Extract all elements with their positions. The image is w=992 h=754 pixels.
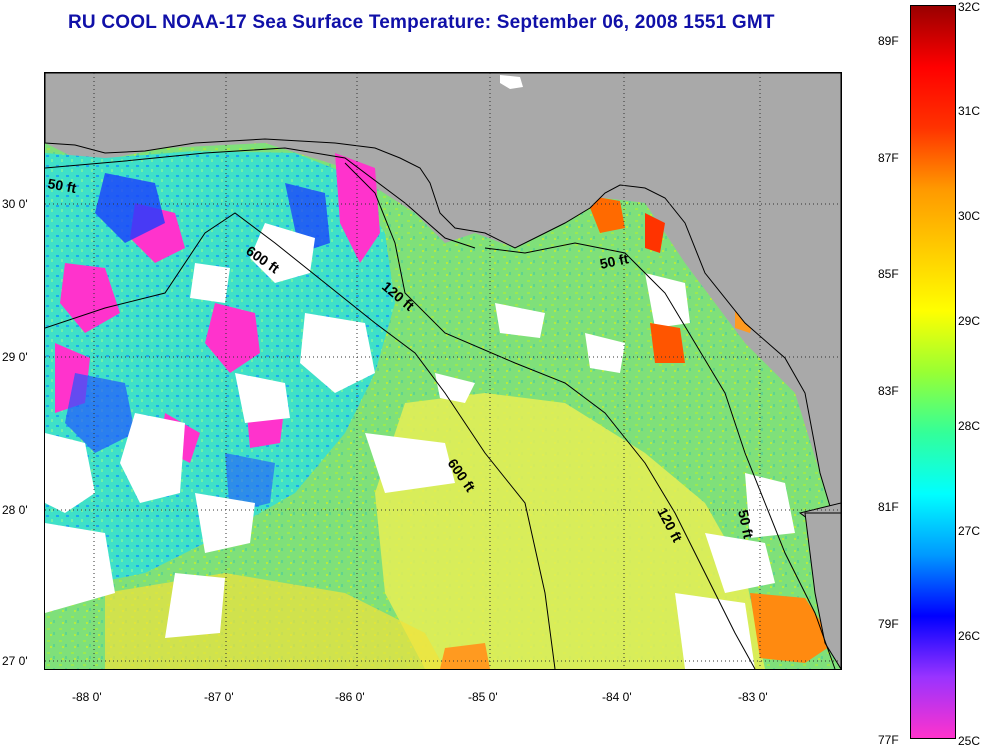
lon-tick-label: -86 0': [335, 690, 365, 704]
colorbar-celsius-label: 32C: [958, 0, 981, 14]
lon-tick-label: -87 0': [204, 690, 234, 704]
sst-map-canvas: 50 ft 600 ft 120 ft 50 ft 600 ft 120 ft …: [45, 73, 841, 669]
colorbar-fahrenheit-label: 89F: [878, 34, 899, 48]
lon-tick-label: -84 0': [602, 690, 632, 704]
sst-map[interactable]: 50 ft 600 ft 120 ft 50 ft 600 ft 120 ft …: [44, 72, 842, 670]
cold-patches: [55, 153, 380, 513]
colorbar-celsius-label: 30C: [958, 209, 981, 223]
lon-tick-label: -85 0': [468, 690, 498, 704]
colorbar-celsius-label: 25C: [958, 734, 981, 748]
lat-tick-label: 30 0': [2, 197, 28, 211]
land-south: [804, 512, 841, 669]
lon-tick-label: -83 0': [738, 690, 768, 704]
bathymetry-contours: [45, 147, 836, 669]
colorbar-fahrenheit-label: 81F: [878, 500, 899, 514]
warm-water-region: [375, 393, 765, 669]
colorbar-fahrenheit-label: 85F: [878, 267, 899, 281]
colorbar-fahrenheit-label: 77F: [878, 733, 899, 747]
cloud-cover: [45, 223, 795, 669]
colorbar-celsius-label: 26C: [958, 629, 981, 643]
island: [500, 75, 523, 89]
contour-label: 50 ft: [46, 175, 77, 196]
lat-tick-label: 27 0': [2, 654, 28, 668]
colorbar-fahrenheit-label: 87F: [878, 151, 899, 165]
colorbar-fahrenheit-label: 83F: [878, 384, 899, 398]
colorbar-fahrenheit-label: 79F: [878, 617, 899, 631]
lat-tick-label: 29 0': [2, 350, 28, 364]
colorbar-celsius-label: 28C: [958, 419, 981, 433]
colorbar-celsius-label: 31C: [958, 104, 981, 118]
temperature-colorbar: [910, 5, 956, 739]
colorbar-celsius-label: 29C: [958, 314, 981, 328]
lon-tick-label: -88 0': [72, 690, 102, 704]
contour-label: 50 ft: [598, 250, 630, 272]
colorbar-celsius-label: 27C: [958, 524, 981, 538]
contour-label: 50 ft: [735, 508, 757, 540]
grid-lines: [45, 73, 841, 669]
lat-tick-label: 28 0': [2, 503, 28, 517]
page-title: RU COOL NOAA-17 Sea Surface Temperature:…: [68, 12, 775, 33]
